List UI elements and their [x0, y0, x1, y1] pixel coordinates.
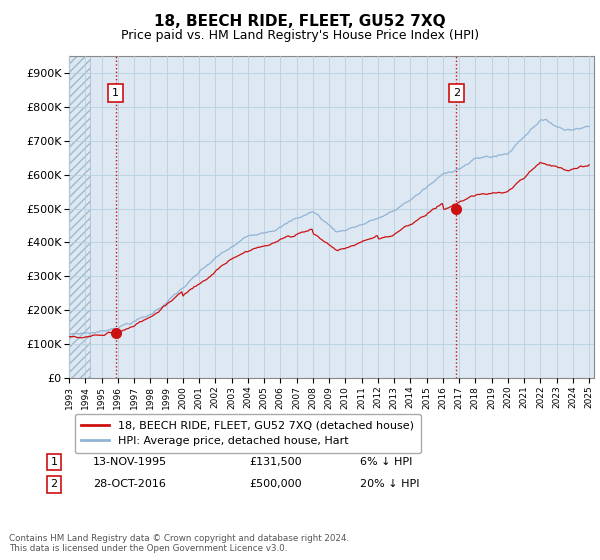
Text: 18, BEECH RIDE, FLEET, GU52 7XQ: 18, BEECH RIDE, FLEET, GU52 7XQ	[154, 14, 446, 29]
Text: 2: 2	[453, 88, 460, 99]
Bar	[69, 56, 90, 378]
Text: Contains HM Land Registry data © Crown copyright and database right 2024.
This d: Contains HM Land Registry data © Crown c…	[9, 534, 349, 553]
Text: 1: 1	[50, 457, 58, 467]
Text: 1: 1	[112, 88, 119, 99]
Text: Price paid vs. HM Land Registry's House Price Index (HPI): Price paid vs. HM Land Registry's House …	[121, 29, 479, 42]
Text: £500,000: £500,000	[249, 479, 302, 489]
Legend: 18, BEECH RIDE, FLEET, GU52 7XQ (detached house), HPI: Average price, detached h: 18, BEECH RIDE, FLEET, GU52 7XQ (detache…	[74, 414, 421, 453]
Text: 28-OCT-2016: 28-OCT-2016	[93, 479, 166, 489]
Text: £131,500: £131,500	[249, 457, 302, 467]
Text: 20% ↓ HPI: 20% ↓ HPI	[360, 479, 419, 489]
Text: 13-NOV-1995: 13-NOV-1995	[93, 457, 167, 467]
Text: 2: 2	[50, 479, 58, 489]
Text: 6% ↓ HPI: 6% ↓ HPI	[360, 457, 412, 467]
